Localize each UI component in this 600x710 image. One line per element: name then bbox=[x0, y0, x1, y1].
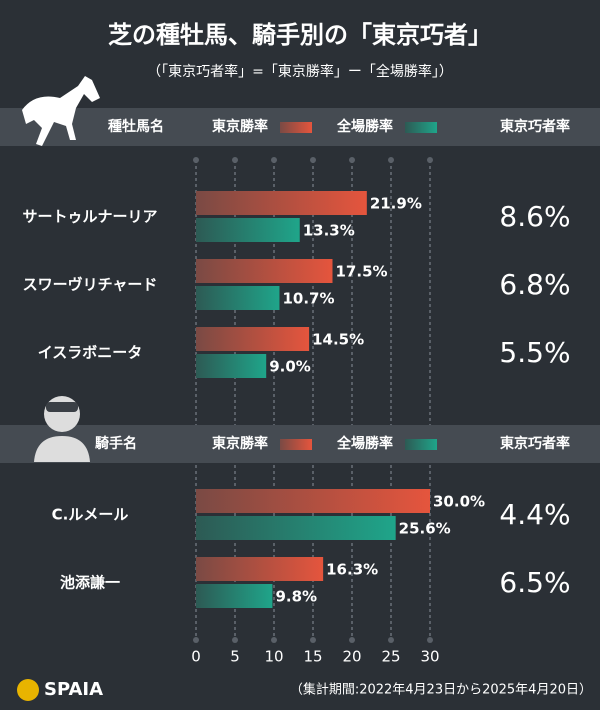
value-label: 16.3% bbox=[326, 561, 378, 579]
extra-value: 5.5% bbox=[499, 336, 570, 369]
legend-swatch bbox=[280, 439, 312, 450]
value-label: 21.9% bbox=[370, 195, 422, 213]
extra-header: 東京巧者率 bbox=[500, 435, 570, 452]
extra-value: 6.8% bbox=[499, 268, 570, 301]
title: 芝の種牡馬、騎手別の「東京巧者」 bbox=[108, 21, 492, 49]
legend-label: 東京勝率 bbox=[212, 118, 268, 135]
bar bbox=[196, 259, 333, 283]
bar bbox=[196, 191, 367, 215]
bar bbox=[196, 516, 396, 540]
x-tick-label: 30 bbox=[420, 648, 439, 666]
value-label: 9.8% bbox=[275, 588, 317, 606]
grid-dot bbox=[193, 637, 199, 643]
x-tick-label: 0 bbox=[191, 648, 201, 666]
grid-dot bbox=[310, 157, 316, 163]
grid-dot bbox=[349, 637, 355, 643]
brand: SPAIA bbox=[44, 679, 103, 700]
logo-mark bbox=[17, 679, 39, 701]
category-label: 池添謙一 bbox=[60, 574, 120, 592]
extra-value: 8.6% bbox=[499, 200, 570, 233]
value-label: 17.5% bbox=[336, 263, 388, 281]
category-header: 騎手名 bbox=[95, 435, 137, 452]
legend-swatch bbox=[280, 122, 312, 133]
extra-value: 4.4% bbox=[499, 498, 570, 531]
x-tick-label: 20 bbox=[342, 648, 361, 666]
grid-dot bbox=[427, 637, 433, 643]
grid-dot bbox=[232, 157, 238, 163]
bar bbox=[196, 354, 267, 378]
value-label: 10.7% bbox=[282, 290, 334, 308]
bar bbox=[196, 218, 300, 242]
subtitle: （「東京巧者率」=「東京勝率」ー「全場勝率」） bbox=[147, 63, 453, 80]
category-label: C.ルメール bbox=[52, 506, 129, 524]
extra-value: 6.5% bbox=[499, 566, 570, 599]
grid-dot bbox=[310, 637, 316, 643]
grid-dot bbox=[349, 157, 355, 163]
grid-dot bbox=[232, 637, 238, 643]
jockey-icon bbox=[34, 396, 90, 462]
grid-dot bbox=[271, 157, 277, 163]
legend-label: 全場勝率 bbox=[336, 435, 393, 452]
x-tick-label: 10 bbox=[264, 648, 283, 666]
horse-icon bbox=[22, 76, 100, 146]
grid-dot bbox=[388, 157, 394, 163]
value-label: 14.5% bbox=[312, 331, 364, 349]
x-tick-label: 15 bbox=[303, 648, 322, 666]
bar bbox=[196, 584, 273, 608]
x-tick-label: 25 bbox=[381, 648, 400, 666]
category-header: 種牡馬名 bbox=[108, 118, 164, 135]
bar bbox=[196, 557, 324, 581]
legend-swatch bbox=[405, 439, 437, 450]
bar bbox=[196, 286, 280, 310]
grid-dot bbox=[193, 157, 199, 163]
grid-dot bbox=[388, 637, 394, 643]
extra-header: 東京巧者率 bbox=[500, 118, 570, 135]
legend-swatch bbox=[405, 122, 437, 133]
value-label: 13.3% bbox=[303, 222, 355, 240]
category-label: イスラボニータ bbox=[38, 344, 143, 362]
footnote: （集計期間:2022年4月23日から2025年4月20日） bbox=[290, 682, 592, 698]
value-label: 25.6% bbox=[399, 520, 451, 538]
bar bbox=[196, 327, 310, 351]
bar bbox=[196, 489, 430, 513]
x-tick-label: 5 bbox=[230, 648, 240, 666]
value-label: 9.0% bbox=[269, 358, 311, 376]
category-label: サートゥルナーリア bbox=[22, 208, 157, 226]
legend-label: 東京勝率 bbox=[212, 435, 268, 452]
category-label: スワーヴリチャード bbox=[23, 276, 158, 294]
grid-dot bbox=[271, 637, 277, 643]
grid-dot bbox=[427, 157, 433, 163]
legend-label: 全場勝率 bbox=[336, 118, 393, 135]
value-label: 30.0% bbox=[433, 493, 485, 511]
